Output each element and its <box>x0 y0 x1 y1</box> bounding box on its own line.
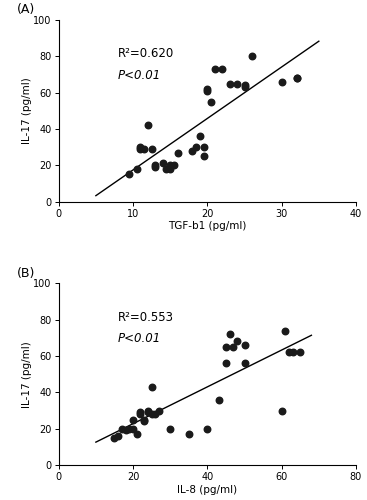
Point <box>141 145 147 153</box>
Point <box>152 162 158 170</box>
Point <box>112 434 117 442</box>
Point <box>227 80 233 88</box>
Point <box>186 430 192 438</box>
Point <box>138 408 143 416</box>
Point <box>167 424 173 432</box>
X-axis label: IL-8 (pg/ml): IL-8 (pg/ml) <box>177 484 237 494</box>
Point <box>201 152 207 160</box>
Point <box>234 80 240 88</box>
Point <box>283 326 288 334</box>
Text: (A): (A) <box>17 4 35 16</box>
Point <box>126 170 132 178</box>
Text: P<0.01: P<0.01 <box>118 332 161 345</box>
Point <box>145 408 151 416</box>
Point <box>234 338 240 345</box>
Point <box>164 165 170 173</box>
Point <box>171 162 177 170</box>
Point <box>115 432 121 440</box>
Text: (B): (B) <box>17 266 36 280</box>
Point <box>230 343 236 351</box>
Point <box>241 360 247 368</box>
Text: R²=0.620: R²=0.620 <box>118 47 174 60</box>
Point <box>130 416 136 424</box>
Point <box>152 410 158 418</box>
Point <box>160 160 166 168</box>
Point <box>156 406 162 414</box>
X-axis label: TGF-b1 (pg/ml): TGF-b1 (pg/ml) <box>168 222 247 232</box>
Point <box>215 396 221 404</box>
Point <box>123 426 128 434</box>
Point <box>175 148 181 156</box>
Point <box>167 165 173 173</box>
Point <box>201 143 207 151</box>
Point <box>149 145 155 153</box>
Point <box>197 132 203 140</box>
Y-axis label: IL-17 (pg/ml): IL-17 (pg/ml) <box>22 78 32 144</box>
Point <box>145 122 151 130</box>
Y-axis label: IL-17 (pg/ml): IL-17 (pg/ml) <box>22 341 32 407</box>
Point <box>167 162 173 170</box>
Point <box>294 74 299 82</box>
Point <box>212 65 218 73</box>
Point <box>134 165 140 173</box>
Point <box>223 343 229 351</box>
Point <box>141 416 147 424</box>
Text: P<0.01: P<0.01 <box>118 69 161 82</box>
Point <box>241 82 247 90</box>
Point <box>193 143 199 151</box>
Point <box>204 85 210 93</box>
Point <box>119 424 125 432</box>
Point <box>204 87 210 95</box>
Point <box>286 348 292 356</box>
Point <box>138 410 143 418</box>
Point <box>138 145 143 153</box>
Point <box>249 52 255 60</box>
Point <box>204 424 210 432</box>
Point <box>138 143 143 151</box>
Point <box>219 65 225 73</box>
Point <box>279 406 285 414</box>
Point <box>149 410 155 418</box>
Point <box>149 383 155 391</box>
Point <box>208 98 214 106</box>
Point <box>145 406 151 414</box>
Point <box>152 163 158 171</box>
Point <box>134 430 140 438</box>
Point <box>290 348 296 356</box>
Point <box>130 424 136 432</box>
Text: R²=0.553: R²=0.553 <box>118 310 174 324</box>
Point <box>297 348 303 356</box>
Point <box>241 83 247 91</box>
Point <box>189 147 195 155</box>
Point <box>141 418 147 426</box>
Point <box>227 330 233 338</box>
Point <box>223 360 229 368</box>
Point <box>241 341 247 349</box>
Point <box>279 78 285 86</box>
Point <box>126 424 132 432</box>
Point <box>294 74 299 82</box>
